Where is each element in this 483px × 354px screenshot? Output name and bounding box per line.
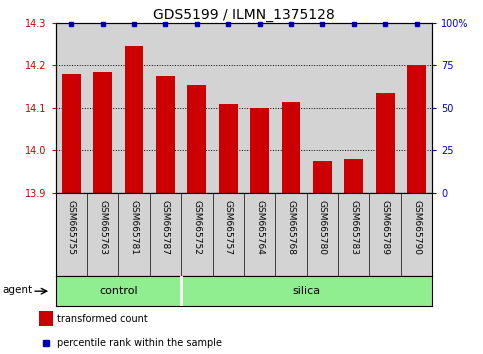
Bar <box>282 102 300 193</box>
Text: GSM665757: GSM665757 <box>224 200 233 255</box>
Text: GSM665787: GSM665787 <box>161 200 170 255</box>
Bar <box>250 108 269 193</box>
Text: percentile rank within the sample: percentile rank within the sample <box>57 338 223 348</box>
Bar <box>93 72 112 193</box>
Title: GDS5199 / ILMN_1375128: GDS5199 / ILMN_1375128 <box>153 8 335 22</box>
Bar <box>219 104 238 193</box>
Bar <box>125 46 143 193</box>
Text: control: control <box>99 286 138 296</box>
Text: GSM665768: GSM665768 <box>286 200 296 255</box>
Text: GSM665780: GSM665780 <box>318 200 327 255</box>
Bar <box>156 76 175 193</box>
Bar <box>376 93 395 193</box>
Bar <box>187 85 206 193</box>
Text: silica: silica <box>293 286 321 296</box>
Text: GSM665781: GSM665781 <box>129 200 139 255</box>
Bar <box>313 161 332 193</box>
Text: GSM665764: GSM665764 <box>255 200 264 255</box>
Text: GSM665752: GSM665752 <box>192 200 201 255</box>
Text: transformed count: transformed count <box>57 314 148 324</box>
Bar <box>62 74 81 193</box>
Text: GSM665755: GSM665755 <box>67 200 76 255</box>
Text: GSM665790: GSM665790 <box>412 200 421 255</box>
Bar <box>40 311 54 326</box>
Text: GSM665763: GSM665763 <box>98 200 107 255</box>
Bar <box>407 65 426 193</box>
Text: GSM665789: GSM665789 <box>381 200 390 255</box>
Text: GSM665783: GSM665783 <box>349 200 358 255</box>
Bar <box>344 159 363 193</box>
Text: agent: agent <box>3 285 33 295</box>
